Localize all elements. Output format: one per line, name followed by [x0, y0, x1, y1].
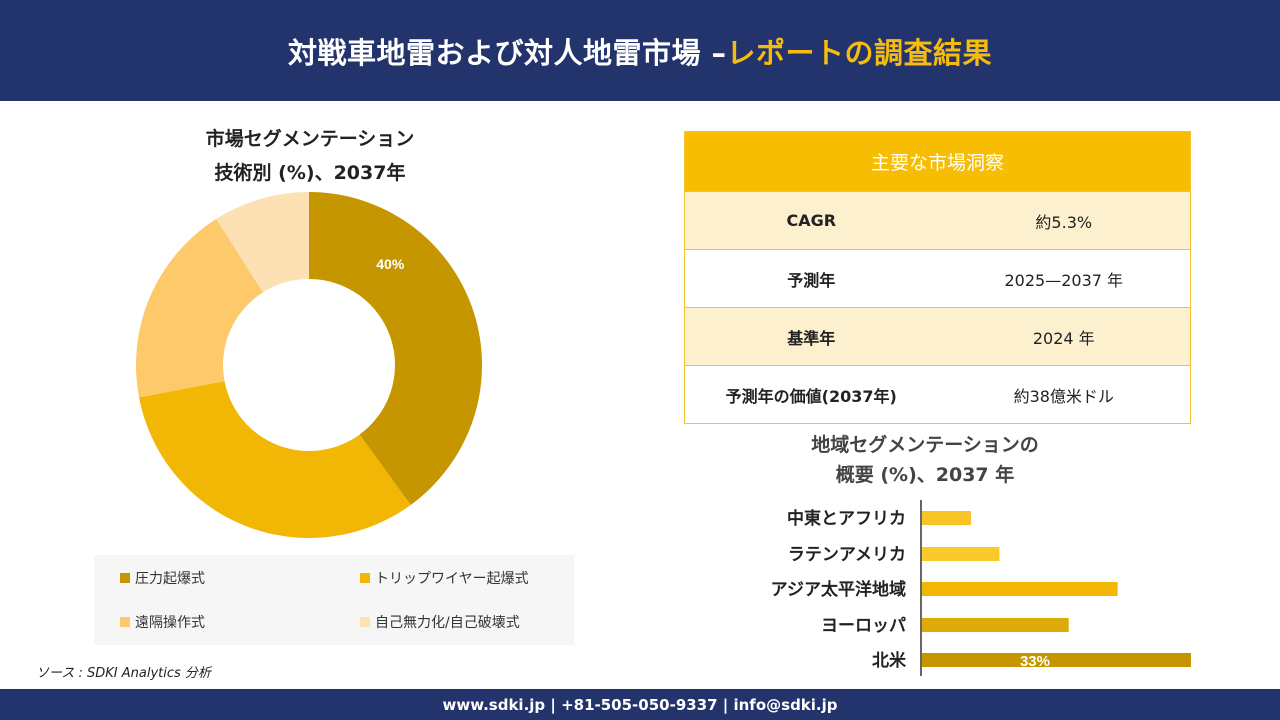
legend-label-remote: 遠隔操作式 [135, 615, 205, 631]
insight-value-forecast-value: 約38億米ドル [1013, 386, 1114, 406]
report-title-main: 対戦車地雷および対人地雷市場 – [287, 35, 727, 70]
legend-item-remote: 遠隔操作式 [120, 612, 205, 632]
source-note: ソース : SDKI Analytics 分析 [36, 666, 211, 681]
key-insights-heading: 主要な市場洞察 [685, 132, 1190, 191]
legend-item-tripwire: トリップワイヤー起爆式 [360, 568, 529, 588]
insight-value-cagr: 約5.3% [1035, 212, 1093, 232]
insight-row-base-year: 基準年 2024 年 [685, 307, 1190, 365]
legend-label-pressure: 圧力起爆式 [135, 571, 205, 587]
insight-value-forecast-period: 2025—2037 年 [1004, 270, 1124, 290]
region-tick-label-1: 中東とアフリカ [787, 508, 906, 529]
donut-slice-3 [136, 218, 263, 398]
report-title: 対戦車地雷および対人地雷市場 –レポートの調査結果 [288, 30, 992, 72]
insight-row-cagr: CAGR 約5.3% [685, 191, 1190, 249]
technology-chart-title: 市場セグメンテーション 技術別 (%)、2037年 [130, 122, 490, 190]
header-banner: 対戦車地雷および対人地雷市場 –レポートの調査結果 [0, 0, 1280, 101]
donut-data-label-1: 40% [376, 256, 405, 272]
region-tick-label-5: 北米 [872, 650, 907, 671]
region-data-label-5: 33% [1020, 653, 1050, 670]
insight-value-base-year: 2024 年 [1032, 328, 1095, 348]
technology-chart-title-line1: 市場セグメンテーション [205, 128, 415, 150]
donut-slice-4 [216, 192, 309, 293]
legend-swatch-self-neutralizing [360, 617, 370, 627]
region-bar-1 [922, 511, 971, 525]
legend-swatch-pressure [120, 573, 130, 583]
legend-label-tripwire: トリップワイヤー起爆式 [375, 571, 529, 587]
region-tick-label-4: ヨーロッパ [821, 616, 906, 636]
key-insights-table: 主要な市場洞察 CAGR 約5.3% 予測年 2025—2037 年 基準年 2… [684, 131, 1191, 424]
region-tick-label-2: ラテンアメリカ [788, 545, 906, 565]
region-bar-2 [922, 547, 1000, 561]
legend-swatch-tripwire [360, 573, 370, 583]
region-chart-title: 地域セグメンテーションの 概要 (%)、2037 年 [760, 430, 1090, 490]
region-tick-label-3: アジア太平洋地域 [771, 579, 906, 600]
donut-legend: 圧力起爆式 トリップワイヤー起爆式 遠隔操作式 自己無力化/自己破壊式 [94, 555, 574, 645]
technology-donut-chart: 40% [136, 192, 482, 538]
insight-label-forecast-value: 予測年の価値(2037年) [725, 386, 897, 406]
region-bar-4 [922, 618, 1069, 632]
region-chart-title-line2: 概要 (%)、2037 年 [835, 464, 1015, 486]
legend-item-pressure: 圧力起爆式 [120, 568, 205, 588]
contact-footer: www.sdki.jp | +81-505-050-9337 | info@sd… [0, 689, 1280, 720]
insight-label-cagr: CAGR [786, 211, 837, 230]
insight-label-forecast-period: 予測年 [787, 270, 836, 290]
insight-row-forecast-period: 予測年 2025—2037 年 [685, 249, 1190, 307]
legend-swatch-remote [120, 617, 130, 627]
donut-slice-2 [139, 381, 411, 538]
legend-label-self-neutralizing: 自己無力化/自己破壊式 [375, 615, 520, 631]
technology-chart-title-line2: 技術別 (%)、2037年 [214, 162, 406, 184]
insight-label-base-year: 基準年 [787, 328, 836, 348]
legend-item-self-neutralizing: 自己無力化/自己破壊式 [360, 612, 520, 632]
region-bar-5 [922, 653, 1191, 667]
donut-slice-1 [309, 192, 482, 505]
region-chart-title-line1: 地域セグメンテーションの [811, 434, 1039, 456]
report-title-accent: レポートの調査結果 [726, 35, 993, 70]
region-bar-3 [922, 582, 1118, 596]
insight-row-forecast-value: 予測年の価値(2037年) 約38億米ドル [685, 365, 1190, 423]
